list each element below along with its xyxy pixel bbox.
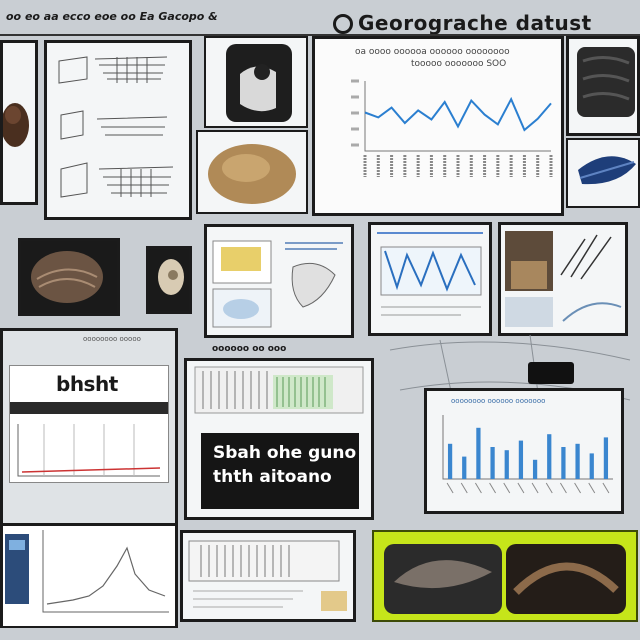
bar-chart-x-tick bbox=[460, 482, 468, 494]
header-caption: oo eo aa ecco eoe oo Ea Gacopo & bbox=[6, 10, 218, 23]
bar-chart-x-tick bbox=[474, 482, 482, 494]
globe-icon bbox=[333, 14, 353, 34]
bar bbox=[547, 434, 552, 479]
report-footer-card bbox=[3, 523, 175, 626]
report-big-label: bhsht bbox=[56, 372, 118, 396]
map-marker[interactable] bbox=[528, 362, 574, 384]
report-card: bhsht bbox=[9, 365, 169, 483]
specimen-thumbnail-left[interactable] bbox=[0, 40, 38, 205]
fossil-photo[interactable] bbox=[18, 238, 120, 316]
bar-chart-x-tick bbox=[517, 482, 525, 494]
illustration-panel[interactable] bbox=[498, 222, 628, 336]
bar-chart-x-tick bbox=[602, 482, 610, 494]
bar bbox=[476, 427, 481, 479]
line-chart-axis bbox=[364, 81, 551, 152]
report-header: oooooooo ooooo bbox=[83, 335, 141, 343]
feather-photo[interactable] bbox=[566, 138, 640, 208]
report-banner bbox=[10, 402, 168, 414]
line-series bbox=[364, 96, 552, 132]
sketch-panel[interactable] bbox=[44, 40, 192, 220]
bar bbox=[561, 447, 566, 479]
bar-chart-x-tick bbox=[559, 482, 567, 494]
bar-chart-title: oooooooo oooooo ooooooo bbox=[451, 397, 546, 405]
bar-chart bbox=[442, 415, 613, 494]
line-chart-panel: oa oooo oooooa oooooo oooooooo tooooo oo… bbox=[312, 36, 564, 216]
highlight-frame[interactable] bbox=[372, 530, 638, 622]
bar-chart-x-tick bbox=[545, 482, 553, 494]
line-chart bbox=[351, 79, 553, 177]
bar bbox=[575, 443, 580, 479]
line-chart-title-1: oa oooo oooooa oooooo oooooooo bbox=[355, 47, 510, 57]
report-panel[interactable]: oooooooo ooooo bhsht bbox=[0, 328, 178, 628]
bar-chart-x-tick bbox=[446, 482, 454, 494]
bar-chart-x-tick bbox=[503, 482, 511, 494]
bar-chart-x-tick bbox=[574, 482, 582, 494]
bar-chart-x-tick bbox=[531, 482, 539, 494]
middle-label: oooooo oo ooo bbox=[212, 344, 287, 354]
black-card-line-2: thth aitoano bbox=[213, 467, 332, 487]
spectral-chart-panel[interactable] bbox=[368, 222, 492, 336]
table-panel[interactable]: Sbah ohe guno thth aitoano bbox=[184, 358, 374, 520]
bar bbox=[518, 440, 524, 479]
collage-panel[interactable] bbox=[204, 224, 354, 338]
rock-texture-photo[interactable] bbox=[566, 36, 640, 136]
lower-table-panel[interactable] bbox=[180, 530, 356, 622]
bar bbox=[462, 456, 467, 479]
bar bbox=[490, 447, 495, 479]
stone-photo[interactable] bbox=[196, 130, 308, 214]
header-rule bbox=[0, 34, 640, 36]
bar bbox=[589, 453, 594, 479]
bar-chart-x-tick bbox=[489, 482, 497, 494]
bar bbox=[504, 450, 509, 479]
bar bbox=[447, 443, 453, 479]
black-card: Sbah ohe guno thth aitoano bbox=[201, 433, 359, 509]
bar bbox=[532, 459, 538, 479]
skull-photo[interactable] bbox=[204, 36, 308, 128]
shell-photo[interactable] bbox=[146, 246, 192, 314]
report-scatter bbox=[17, 424, 161, 477]
page-title: Georograche datust bbox=[358, 11, 592, 35]
bar-chart-x-tick bbox=[588, 482, 596, 494]
black-card-line-1: Sbah ohe guno bbox=[213, 443, 357, 463]
bar-chart-axis bbox=[442, 415, 613, 480]
bar bbox=[603, 437, 609, 479]
bar-chart-panel: oooooooo oooooo ooooooo bbox=[424, 388, 624, 514]
line-chart-title-2: tooooo ooooooo SOO bbox=[411, 59, 507, 69]
